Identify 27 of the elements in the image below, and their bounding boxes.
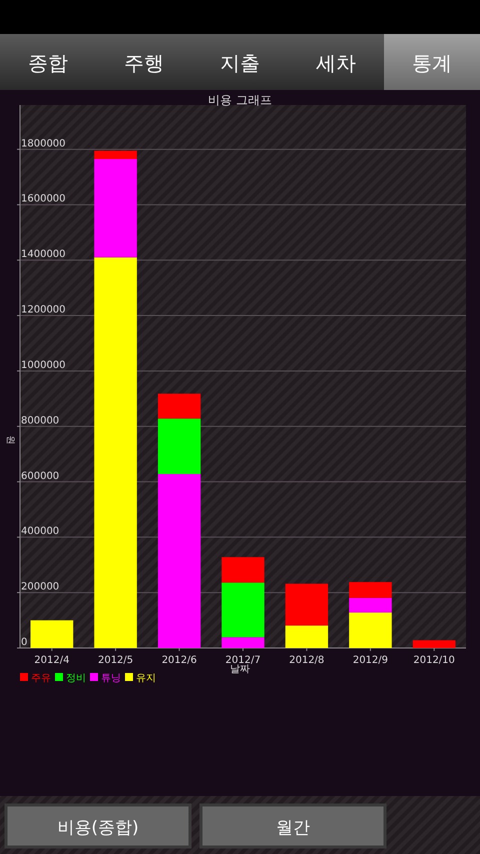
x-tick-label: 2012/7 [225,655,261,666]
y-tick-label: 200000 [21,582,60,593]
y-tick-label: 0 [21,637,28,648]
x-axis-title: 날짜 [230,664,250,675]
x-tick-label: 2012/8 [289,655,324,666]
y-tick-label: 1200000 [21,304,66,316]
y-tick-label: 800000 [21,415,60,426]
x-tick-label: 2012/9 [352,655,388,666]
legend-label: 정비 [66,673,86,684]
x-tick-label: 2012/4 [34,655,70,666]
x-tick-label: 2012/10 [413,655,455,666]
y-tick-label: 400000 [21,526,60,538]
text: 비용(종합) [57,818,139,838]
y-tick-label: 600000 [21,470,60,482]
x-tick-label: 2012/5 [98,655,134,666]
x-tick-label: 2012/6 [162,655,197,666]
legend-label: 주유 [31,673,51,684]
y-tick-label: 1600000 [21,194,66,205]
y-tick-label: 1400000 [21,249,66,260]
legend-label: 유지 [136,673,156,684]
tabs: 종합 주행 지출 세차 통계 [0,34,480,90]
chart-title: 비용 그래프 [208,93,272,107]
legend-label: 튜닝 [101,673,121,684]
y-tick-label: 1800000 [21,138,66,150]
text: 월간 [276,818,310,838]
y-tick-label: 1000000 [21,360,66,371]
y-axis-title: 원 [5,436,15,444]
